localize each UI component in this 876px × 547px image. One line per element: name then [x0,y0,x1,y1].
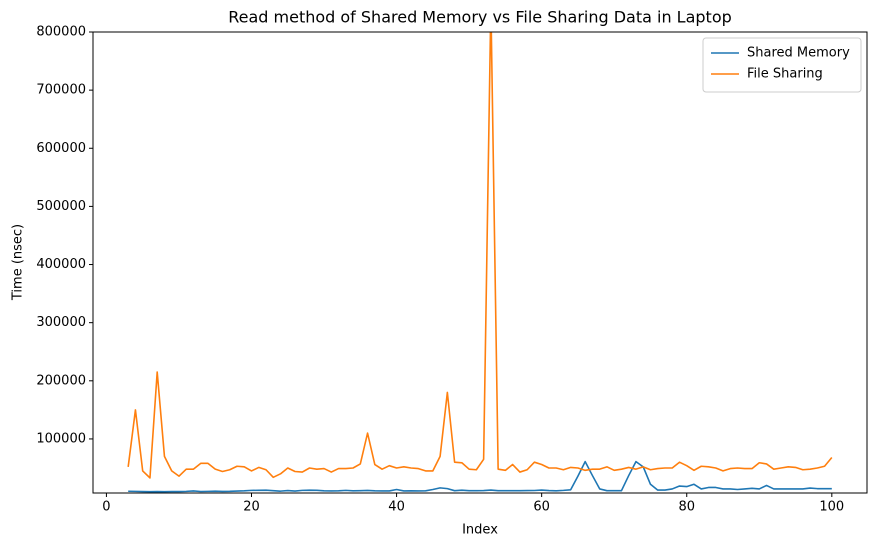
y-tick-label: 200000 [36,373,86,388]
legend-box [702,37,862,93]
y-tick-label: 300000 [36,315,86,330]
plot-frame [92,31,868,494]
y-tick-label: 600000 [36,141,86,156]
plot-lines [127,32,833,493]
y-tick-label: 500000 [36,199,86,214]
x-tick-label: 0 [102,500,110,515]
y-tick-label: 100000 [36,431,86,446]
chart-title: Read method of Shared Memory vs File Sha… [228,8,732,27]
series-line [128,460,832,493]
x-tick-label: 100 [819,500,844,515]
x-tick-label: 40 [388,500,405,515]
series-line [127,32,833,479]
x-tick-label: 80 [678,500,695,515]
y-tick-label: 700000 [36,83,86,98]
legend-label: File Sharing [747,67,823,82]
y-axis-label: Time (nsec) [11,224,26,301]
legend-label: Shared Memory [747,46,850,61]
y-tick-label: 400000 [36,257,86,272]
x-tick-label: 60 [533,500,550,515]
y-tick-label: 800000 [36,25,86,40]
x-tick-label: 20 [243,500,260,515]
x-axis-label: Index [462,523,498,538]
